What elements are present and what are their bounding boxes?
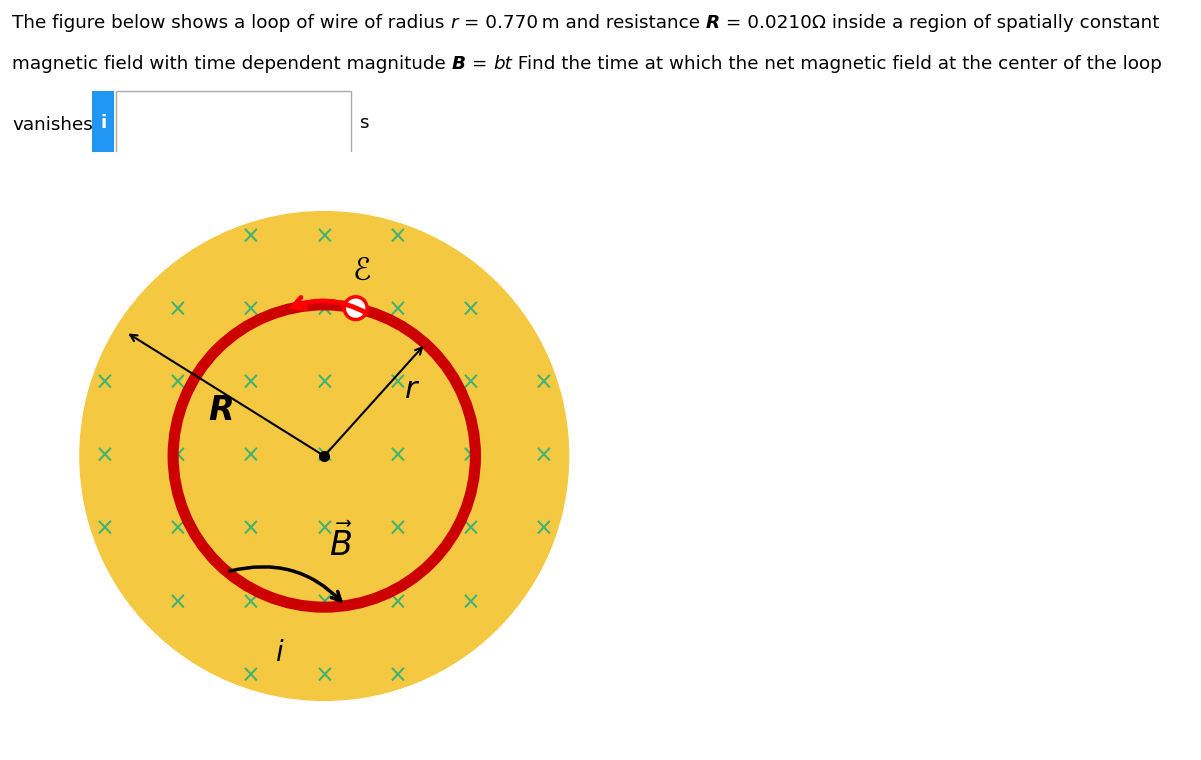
Text: ×: × <box>241 663 261 688</box>
Text: ×: × <box>461 517 480 541</box>
FancyBboxPatch shape <box>92 91 114 158</box>
Text: ×: × <box>168 444 187 468</box>
Text: s: s <box>359 114 369 132</box>
Circle shape <box>345 296 368 319</box>
Text: = 0.770 m and resistance: = 0.770 m and resistance <box>458 14 706 32</box>
Text: ×: × <box>388 517 407 541</box>
Text: R: R <box>706 14 719 32</box>
Text: ×: × <box>388 663 407 688</box>
Text: r: r <box>405 375 418 404</box>
Text: ×: × <box>315 444 334 468</box>
Text: ×: × <box>241 371 261 395</box>
Text: ×: × <box>241 591 261 614</box>
Text: Find the time at which the net magnetic field at the center of the loop: Find the time at which the net magnetic … <box>512 55 1161 73</box>
Text: vanishes.: vanishes. <box>12 116 98 134</box>
Text: ×: × <box>315 224 334 249</box>
Text: = 0.0210Ω inside a region of spatially constant: = 0.0210Ω inside a region of spatially c… <box>719 14 1159 32</box>
Text: ×: × <box>388 444 407 468</box>
Text: ×: × <box>461 591 480 614</box>
Text: ×: × <box>534 371 554 395</box>
Text: r: r <box>450 14 458 32</box>
Text: ×: × <box>388 371 407 395</box>
Circle shape <box>80 211 568 701</box>
Text: i: i <box>275 638 282 667</box>
Text: R: R <box>208 394 234 427</box>
Text: $\vec{B}$: $\vec{B}$ <box>329 523 353 563</box>
Text: =: = <box>466 55 492 73</box>
Text: ×: × <box>95 444 114 468</box>
Text: ×: × <box>95 517 114 541</box>
Text: ×: × <box>315 517 334 541</box>
Text: ×: × <box>315 663 334 688</box>
Text: magnetic field with time dependent magnitude: magnetic field with time dependent magni… <box>12 55 452 73</box>
Text: ×: × <box>315 591 334 614</box>
Text: ×: × <box>95 371 114 395</box>
Text: ×: × <box>461 298 480 321</box>
Text: ×: × <box>461 371 480 395</box>
Text: i: i <box>100 114 107 132</box>
Text: ×: × <box>168 591 187 614</box>
Text: ×: × <box>388 224 407 249</box>
Text: ×: × <box>168 298 187 321</box>
Text: B: B <box>452 55 466 73</box>
Text: ×: × <box>388 298 407 321</box>
Text: bt: bt <box>492 55 512 73</box>
Text: ×: × <box>241 224 261 249</box>
Text: ×: × <box>241 517 261 541</box>
FancyBboxPatch shape <box>116 91 351 158</box>
Text: ×: × <box>168 371 187 395</box>
Text: ×: × <box>315 298 334 321</box>
Text: ×: × <box>388 591 407 614</box>
Text: ×: × <box>461 444 480 468</box>
Text: ×: × <box>534 444 554 468</box>
Text: ×: × <box>241 298 261 321</box>
Text: The figure below shows a loop of wire of radius: The figure below shows a loop of wire of… <box>12 14 450 32</box>
Text: ×: × <box>534 517 554 541</box>
Text: ×: × <box>241 444 261 468</box>
Text: ×: × <box>315 371 334 395</box>
Text: ×: × <box>168 517 187 541</box>
Text: ℰ: ℰ <box>353 256 371 285</box>
